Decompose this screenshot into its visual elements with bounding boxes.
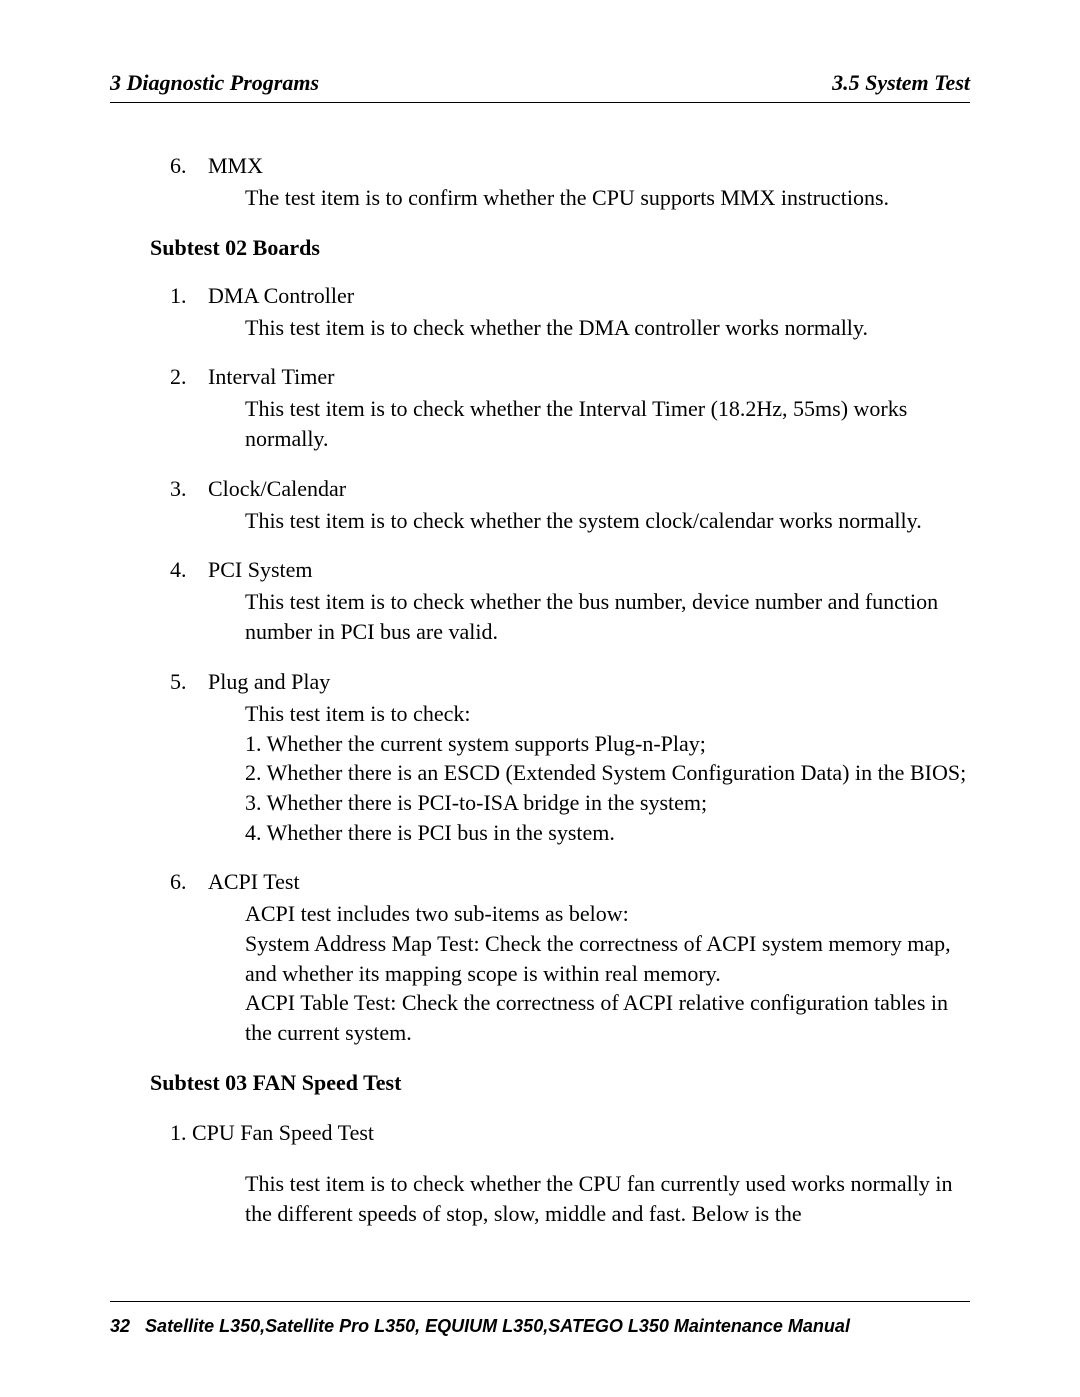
item-title: Plug and Play (208, 669, 330, 695)
check-intro: This test item is to check: (245, 699, 970, 729)
item-description: This test item is to check whether the s… (245, 506, 970, 536)
list-item-plug-and-play: 5. Plug and Play (170, 669, 970, 695)
acpi-description: ACPI test includes two sub-items as belo… (245, 899, 970, 1047)
header-right: 3.5 System Test (832, 70, 970, 96)
check-item: 1. Whether the current system supports P… (245, 729, 970, 759)
plug-and-play-checks: This test item is to check: 1. Whether t… (245, 699, 970, 847)
subtest-02-heading: Subtest 02 Boards (150, 235, 970, 261)
list-item-dma: 1. DMA Controller (170, 283, 970, 309)
item-description: This test item is to check whether the I… (245, 394, 970, 453)
check-item: 2. Whether there is an ESCD (Extended Sy… (245, 758, 970, 788)
item-title: ACPI Test (208, 869, 300, 895)
list-item-acpi: 6. ACPI Test (170, 869, 970, 895)
acpi-line: ACPI test includes two sub-items as belo… (245, 899, 970, 929)
item-title: Clock/Calendar (208, 476, 346, 502)
list-item-mmx: 6. MMX (170, 153, 970, 179)
item-number: 2. (170, 364, 208, 390)
list-item-clock-calendar: 3. Clock/Calendar (170, 476, 970, 502)
item-title: PCI System (208, 557, 313, 583)
item-number: 1. (170, 283, 208, 309)
list-item-cpu-fan: 1. CPU Fan Speed Test (170, 1118, 970, 1148)
subtest-03-heading: Subtest 03 FAN Speed Test (150, 1070, 970, 1096)
item-description: This test item is to check whether the D… (245, 313, 970, 343)
item-title: Interval Timer (208, 364, 335, 390)
footer-title: Satellite L350,Satellite Pro L350, EQUIU… (145, 1316, 850, 1336)
check-item: 4. Whether there is PCI bus in the syste… (245, 818, 970, 848)
list-item-pci-system: 4. PCI System (170, 557, 970, 583)
item-description: This test item is to check whether the b… (245, 587, 970, 646)
page-footer: 32 Satellite L350,Satellite Pro L350, EQ… (110, 1271, 970, 1337)
item-number: 5. (170, 669, 208, 695)
page-number: 32 (110, 1316, 130, 1336)
item-description: This test item is to check whether the C… (245, 1169, 970, 1228)
acpi-line: ACPI Table Test: Check the correctness o… (245, 988, 970, 1047)
item-number: 4. (170, 557, 208, 583)
page-header: 3 Diagnostic Programs 3.5 System Test (110, 70, 970, 103)
list-item-interval-timer: 2. Interval Timer (170, 364, 970, 390)
item-title: MMX (208, 153, 263, 179)
header-left: 3 Diagnostic Programs (110, 70, 319, 96)
item-number: 3. (170, 476, 208, 502)
page: 3 Diagnostic Programs 3.5 System Test 6.… (0, 0, 1080, 1289)
item-number: 6. (170, 869, 208, 895)
item-number: 6. (170, 153, 208, 179)
check-item: 3. Whether there is PCI-to-ISA bridge in… (245, 788, 970, 818)
item-description: The test item is to confirm whether the … (245, 183, 970, 213)
item-title: DMA Controller (208, 283, 354, 309)
acpi-line: System Address Map Test: Check the corre… (245, 929, 970, 988)
